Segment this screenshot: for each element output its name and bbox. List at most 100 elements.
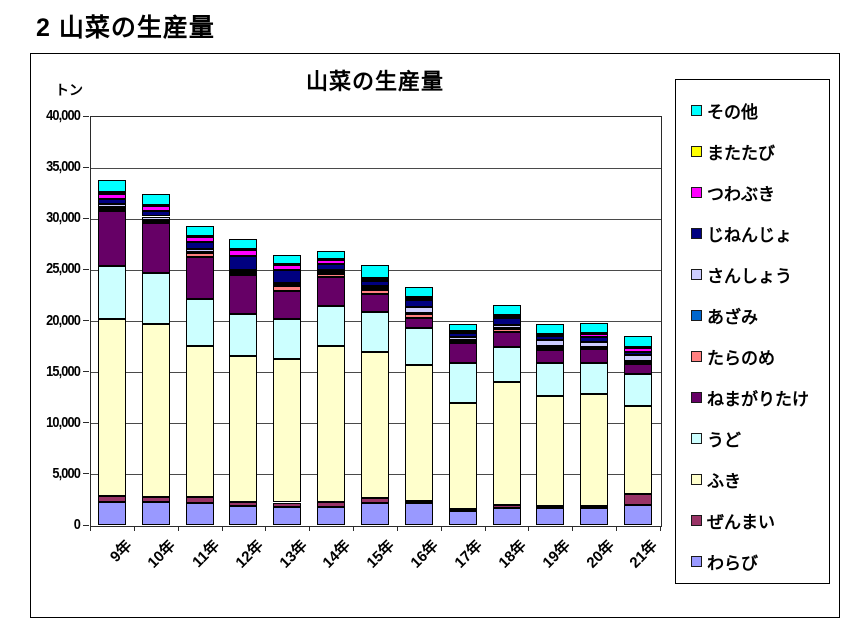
bar-segment	[317, 264, 346, 270]
bar-segment	[317, 273, 346, 277]
bar-segment	[317, 272, 346, 275]
bar-segment	[229, 272, 258, 275]
legend-swatch	[691, 433, 702, 444]
bar-segment	[580, 505, 609, 509]
bar-segment	[317, 276, 346, 306]
bar-segment	[536, 508, 565, 525]
bar-segment	[273, 291, 302, 319]
bar-segment	[448, 339, 477, 342]
bar-segment	[536, 350, 565, 363]
bar-segment	[536, 323, 565, 334]
bar-segment	[97, 211, 126, 266]
bar-segment	[448, 403, 477, 510]
bar-segment	[536, 339, 565, 346]
y-axis-tick	[83, 166, 89, 168]
bar-segment	[404, 328, 433, 365]
legend-swatch	[691, 269, 702, 280]
legend-label: ねまがりたけ	[707, 390, 809, 409]
y-axis-label: 15,000	[46, 362, 81, 380]
legend-label: たらのめ	[707, 349, 775, 368]
bar-segment	[624, 336, 653, 348]
legend-label: またたび	[707, 144, 775, 163]
bar-segment	[580, 347, 609, 350]
bar-segment	[624, 360, 653, 363]
bar-segment	[185, 241, 214, 249]
y-axis-tick	[83, 268, 89, 270]
bar-segment	[273, 283, 302, 286]
bar-segment	[273, 502, 302, 507]
legend-swatch	[691, 392, 702, 403]
bar-segment	[492, 305, 521, 316]
legend-swatch	[691, 187, 702, 198]
x-axis-tick	[265, 526, 267, 531]
bar-segment	[97, 193, 126, 200]
legend-label: じねんじょ	[707, 226, 792, 245]
x-axis-tick	[660, 526, 661, 531]
bar-segment	[404, 299, 433, 308]
x-axis-tick	[484, 526, 486, 531]
bar-segment	[273, 506, 302, 525]
bar-segment	[361, 286, 389, 289]
x-axis-tick	[133, 526, 135, 531]
page-title: 2 山菜の生産量	[36, 14, 215, 42]
bar-segment	[361, 351, 389, 499]
bar-segment	[185, 235, 214, 238]
bar-segment	[229, 501, 258, 506]
bar-segment	[492, 508, 521, 525]
legend-swatch	[691, 105, 702, 116]
y-axis-label: 20,000	[46, 311, 81, 329]
legend-label: ふき	[707, 472, 741, 491]
legend-item: ぜんまい	[676, 500, 829, 541]
legend-label: うど	[707, 431, 741, 450]
legend-item: わらび	[676, 541, 829, 582]
bar-segment	[404, 364, 433, 502]
bar-segment	[317, 259, 346, 262]
bar-segment	[624, 355, 653, 361]
y-axis-tick	[83, 371, 89, 373]
bar-segment	[404, 313, 433, 316]
bar-segment	[97, 266, 126, 319]
legend-swatch	[691, 146, 702, 157]
legend-swatch	[691, 310, 702, 321]
bar-segment	[404, 286, 433, 298]
y-axis-tick	[83, 422, 89, 424]
x-axis-tick	[528, 526, 530, 531]
legend-item: うど	[676, 418, 829, 459]
bar-segment	[229, 505, 258, 525]
bar-segment	[141, 219, 170, 222]
bar-segment	[624, 373, 653, 406]
bar-segment	[273, 318, 302, 359]
bar-segment	[580, 349, 609, 363]
bar-segment	[273, 285, 302, 288]
bar-segment	[624, 494, 653, 506]
bar-segment	[317, 501, 346, 508]
bar-segment	[141, 204, 170, 207]
bar-segment	[185, 345, 214, 498]
bar-segment	[361, 503, 389, 525]
bar-segment	[229, 249, 258, 252]
x-axis-tick	[440, 526, 442, 531]
y-axis-tick	[83, 524, 89, 526]
bar-segment	[536, 333, 565, 336]
bar-segment	[361, 277, 389, 280]
bar-segment	[97, 207, 126, 210]
bar-segment	[141, 496, 170, 502]
bar-segment	[361, 311, 389, 352]
bar-segment	[141, 324, 170, 497]
bar-segment	[580, 362, 609, 395]
bar-segment	[580, 508, 609, 525]
bar-segment	[317, 250, 346, 260]
legend-item: ねまがりたけ	[676, 377, 829, 418]
bar-segment	[580, 332, 609, 335]
bar-segment	[404, 501, 433, 504]
bar-segment	[185, 257, 214, 300]
bar-segment	[580, 342, 609, 348]
bar-segment	[492, 346, 521, 382]
legend-item: さんしょう	[676, 254, 829, 295]
bar-segment	[141, 223, 170, 274]
y-axis-label: 30,000	[46, 209, 81, 227]
bar-segment	[97, 501, 126, 525]
bar-segment	[361, 288, 389, 291]
bar-segment	[448, 363, 477, 404]
bar-segment	[229, 313, 258, 356]
